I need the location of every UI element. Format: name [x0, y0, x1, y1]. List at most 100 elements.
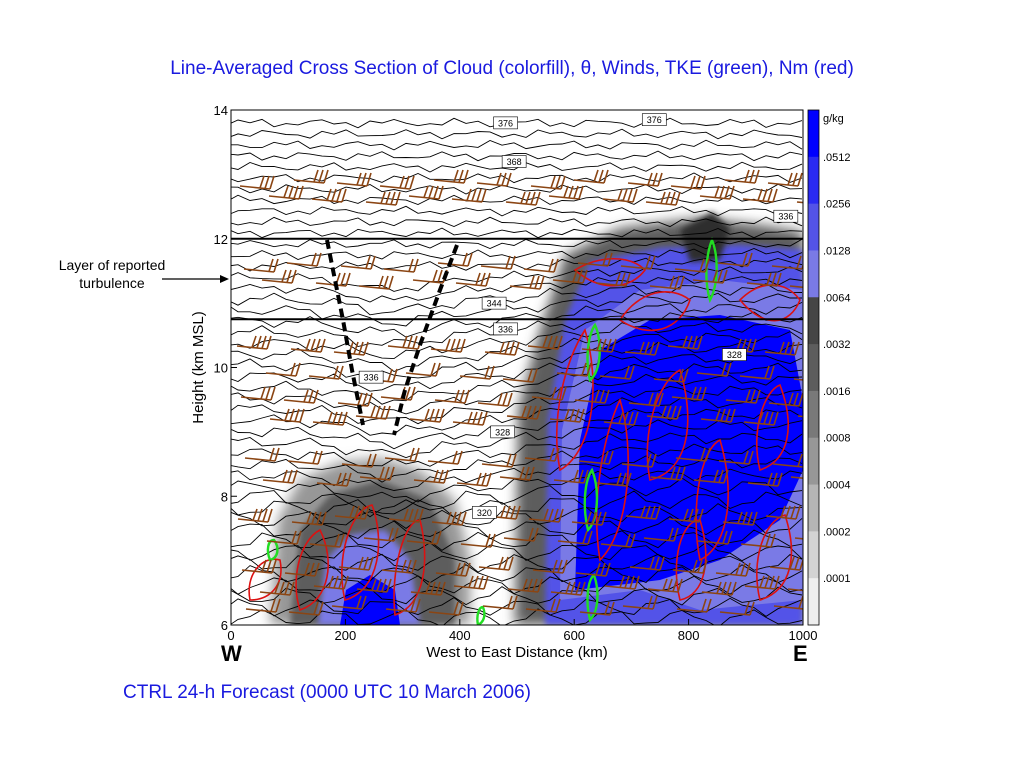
wind-barb-shaft [796, 201, 803, 204]
wind-barb [600, 533, 636, 548]
wind-barb-flag [744, 169, 750, 183]
x-axis-label: West to East Distance (km) [426, 644, 607, 661]
wind-barb-flag [259, 175, 265, 189]
wind-barb-flag [600, 562, 606, 576]
wind-barb-flag [429, 408, 435, 422]
wind-barb-flag [356, 172, 362, 186]
wind-barb-flag [679, 275, 685, 290]
wind-barb-flag [625, 533, 631, 547]
wind-barb-flag [404, 175, 410, 189]
chart-title: Line-Averaged Cross Section of Cloud (co… [170, 58, 854, 79]
wind-barb-flag [476, 472, 482, 486]
wind-barb [552, 269, 588, 284]
wind-barb-flag [270, 598, 276, 612]
wind-barb-flag [535, 191, 541, 206]
wind-barb-flag [672, 578, 678, 592]
wind-barb-flag [691, 386, 697, 400]
wind-barb [764, 341, 800, 356]
wind-barb-flag [320, 338, 326, 353]
wind-barb-flag [618, 411, 624, 424]
wind-barb [459, 365, 495, 380]
theta-label: 336 [773, 209, 799, 223]
wind-barb-flag [603, 169, 609, 184]
wind-barb-flag [557, 559, 563, 573]
wind-barb-flag [293, 185, 299, 199]
wind-barb-flag [274, 581, 280, 594]
wind-barb-flag [608, 450, 614, 465]
wind-barb-flag [717, 269, 723, 283]
wind-barb-flag [735, 562, 741, 576]
wind-barb-flag [298, 185, 304, 200]
wind-barb-flag [648, 392, 654, 406]
wind-barb-flag [644, 341, 650, 355]
wind-barb-flag [611, 338, 617, 353]
wind-barb-flag [506, 172, 512, 187]
nm-contour [248, 558, 282, 601]
wind-barb-flag [366, 172, 372, 187]
wind-barb-flag [482, 411, 488, 426]
wind-barb-flag [340, 272, 346, 286]
wind-barb-flag [313, 169, 319, 183]
theta-contour [231, 396, 803, 436]
x-tick-label: 0 [227, 628, 234, 643]
wind-barb [338, 556, 374, 571]
wind-barb-flag [337, 411, 343, 425]
theta-label-box [490, 425, 516, 439]
wind-barb-flag [770, 533, 776, 548]
wind-barb [460, 533, 496, 548]
wind-barb-flag [438, 185, 444, 200]
wind-barb-flag [552, 559, 558, 573]
wind-barb [433, 169, 469, 184]
wind-barb-flag [305, 338, 311, 351]
theta-contour [231, 385, 803, 425]
wind-barb-flag [328, 575, 334, 588]
wind-barb-flag [317, 450, 323, 465]
nm-contour [756, 514, 793, 602]
wind-barb-flag [652, 172, 658, 186]
theta-contour [231, 216, 803, 228]
wind-barb-flag [265, 386, 271, 400]
wind-barb [604, 575, 640, 590]
wind-barb-flag [499, 341, 505, 354]
wind-barb-flag [688, 508, 694, 522]
wind-barb-flag [413, 258, 419, 273]
theta-contour [231, 443, 803, 483]
wind-barb-flag [279, 581, 285, 595]
wind-barb [409, 408, 445, 423]
wind-barb-flag [375, 405, 381, 419]
wind-barb [355, 405, 391, 420]
theta-label-box [641, 113, 667, 126]
wind-barb [405, 362, 441, 377]
wind-barb-flag [318, 169, 324, 183]
wind-barb-shaft [789, 285, 803, 289]
wind-barb-flag [701, 598, 707, 612]
wind-barb-flag [498, 556, 504, 570]
wind-barb [315, 272, 351, 287]
wind-barb [622, 595, 658, 610]
wind-barb-flag [471, 188, 477, 202]
wind-barb-flag [768, 411, 774, 425]
nm-contour [618, 291, 691, 332]
wind-barb-flag [313, 601, 319, 615]
wind-barb-flag [284, 408, 290, 421]
theta-label-text: 336 [778, 212, 793, 222]
colorbar-label: .0002 [823, 526, 851, 538]
wind-barb-flag [370, 255, 376, 270]
wind-barb [499, 466, 535, 481]
wind-barb [767, 172, 803, 187]
y-axis-label: Height (km MSL) [190, 311, 207, 424]
wind-barb-flag [560, 175, 566, 190]
wind-barb-flag [701, 386, 707, 401]
wind-barb-flag [675, 466, 681, 480]
wind-barb-flag [582, 269, 588, 284]
wind-barb-flag [345, 272, 351, 287]
wind-barb [742, 188, 778, 203]
wind-barb-flag [365, 255, 371, 269]
wind-barb-flag [751, 338, 757, 353]
wind-barb-flag [621, 472, 627, 486]
wind-barb-flag [338, 575, 344, 589]
wind-barb-flag [729, 185, 735, 200]
wind-barb [596, 472, 632, 487]
wind-barb-flag [436, 530, 442, 545]
wind-barb-flag [510, 505, 516, 519]
